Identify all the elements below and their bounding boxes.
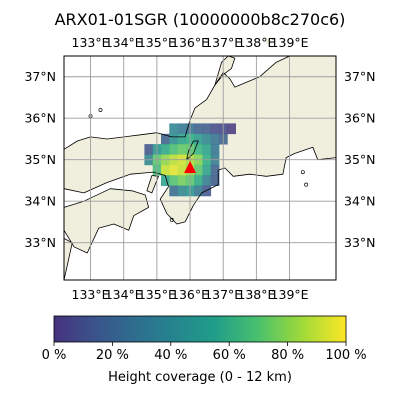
lat-tick-label-left: 37°N [24,69,56,84]
coverage-cell [177,123,187,135]
shikoku-landmass [64,188,149,253]
coverage-cell [161,175,170,186]
awaji-island [146,175,159,193]
coverage-cell [210,123,220,135]
lon-tick-label-top: 133°E [72,35,110,50]
coverage-cell [202,175,212,186]
map-title: ARX01-01SGR (10000000b8c270c6) [54,10,346,29]
lon-tick-label-bottom: 133°E [72,287,110,302]
small-island [98,107,103,112]
lon-tick-label-top: 136°E [171,35,209,50]
coverage-cell [177,133,187,145]
coverage-cell [169,175,178,186]
lat-tick-label-right: 36°N [344,111,376,126]
lat-tick-label-right: 35°N [344,152,376,167]
coverage-cell [202,185,212,197]
coverage-cell [161,164,170,176]
coastline [186,140,199,161]
lon-tick-label-top: 134°E [105,35,143,50]
coastline [146,175,159,194]
small-island [169,217,174,222]
lon-tick-label-bottom: 139°E [271,287,309,302]
lon-tick-label-bottom: 135°E [138,287,176,302]
lat-tick-label-right: 37°N [344,69,376,84]
coverage-cell [161,144,170,155]
coastline [63,55,337,225]
coverage-cell [177,185,187,197]
coverage-cell [169,123,178,135]
coverage-cell [194,164,203,176]
lat-tick-label-right: 34°N [344,194,376,209]
coverage-cell [202,164,212,176]
lon-tick-label-bottom: 137°E [204,287,242,302]
coverage-cell [194,185,203,197]
coverage-cell [194,175,203,186]
lat-tick-label-left: 33°N [24,235,56,250]
red-triangle-marker [184,161,197,173]
coverage-cell [194,133,203,145]
coverage-cell [169,133,178,145]
lon-tick-label-bottom: 134°E [105,287,143,302]
lon-tick-label-top: 139°E [271,35,309,50]
lon-tick-label-bottom: 138°E [237,287,275,302]
coverage-cell [202,144,212,155]
coverage-cell [161,133,170,145]
axis-labels: 133°E133°E134°E134°E135°E135°E136°E136°E… [24,35,375,302]
map-border [63,55,337,281]
coverage-cell [177,175,187,186]
colorbar [53,315,347,343]
coverage-cell [169,144,178,155]
coastline [63,188,150,254]
small-island [300,170,305,175]
coverage-cell [169,164,178,176]
coverage-cell [210,144,220,155]
location-marker [184,161,197,173]
coverage-cell [202,133,212,145]
coverage-cell [177,144,187,155]
lat-tick-label-left: 36°N [24,111,56,126]
lon-tick-label-top: 137°E [204,35,242,50]
coverage-cell [227,123,236,135]
colorbar-label: Height coverage (0 - 12 km) [108,370,292,385]
coverage-cell [194,123,203,135]
coverage-cell [194,144,203,155]
coverage-cell [169,185,178,197]
coverage-cell [177,164,187,176]
lat-tick-label-left: 34°N [24,194,56,209]
lon-tick-label-top: 135°E [138,35,176,50]
coverage-cell [210,133,220,145]
lon-tick-label-top: 138°E [237,35,275,50]
coverage-cell [210,175,220,186]
grid-lines [64,56,336,280]
lon-tick-label-bottom: 136°E [171,287,209,302]
lat-tick-label-right: 33°N [344,235,376,250]
sado-island [263,35,273,44]
coverage-cell [202,123,212,135]
small-island [304,182,309,187]
coverage-cell [210,164,220,176]
colorbar-ticks [53,342,347,346]
coverage-cell [144,144,153,155]
lat-tick-label-left: 35°N [24,152,56,167]
